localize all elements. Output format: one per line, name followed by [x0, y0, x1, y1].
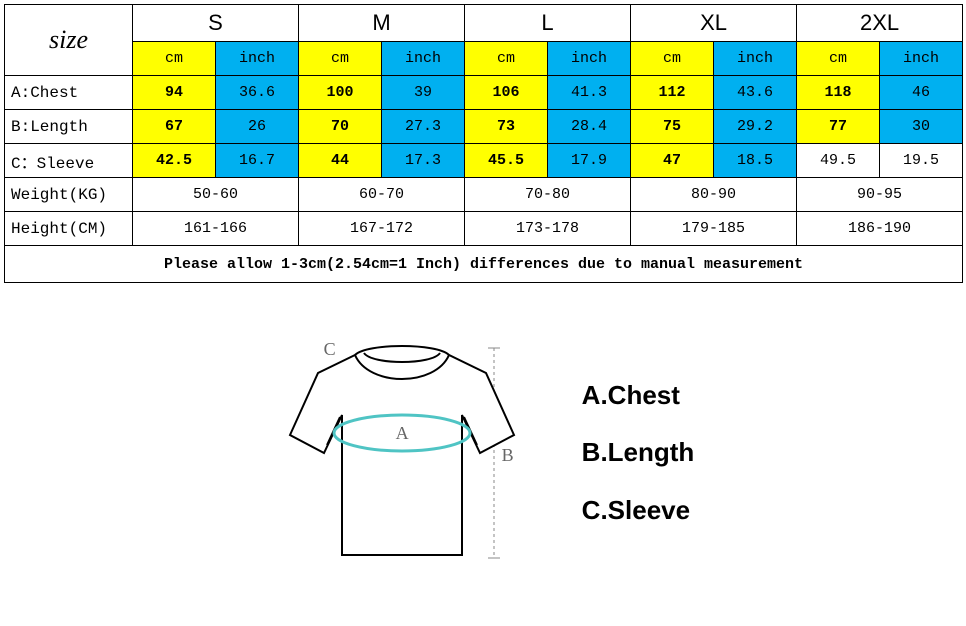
value-range: 60-70	[299, 178, 465, 212]
value-inch: 19.5	[880, 144, 963, 178]
value-cm: 118	[797, 76, 880, 110]
value-cm: 49.5	[797, 144, 880, 178]
row-label: C：Sleeve	[5, 144, 133, 178]
unit-header-inch: inch	[382, 42, 465, 76]
value-range: 90-95	[797, 178, 963, 212]
legend-item: B.Length	[582, 424, 695, 481]
value-inch: 41.3	[548, 76, 631, 110]
diagram-label-a: A	[396, 423, 409, 444]
value-cm: 77	[797, 110, 880, 144]
value-inch: 28.4	[548, 110, 631, 144]
unit-header-inch: inch	[216, 42, 299, 76]
size-column-header: XL	[631, 5, 797, 42]
value-inch: 30	[880, 110, 963, 144]
value-range: 70-80	[465, 178, 631, 212]
value-cm: 94	[133, 76, 216, 110]
unit-header-inch: inch	[714, 42, 797, 76]
value-inch: 16.7	[216, 144, 299, 178]
value-cm: 100	[299, 76, 382, 110]
unit-header-cm: cm	[133, 42, 216, 76]
unit-header-cm: cm	[299, 42, 382, 76]
value-inch: 43.6	[714, 76, 797, 110]
value-inch: 17.9	[548, 144, 631, 178]
unit-header-inch: inch	[548, 42, 631, 76]
value-cm: 44	[299, 144, 382, 178]
unit-header-cm: cm	[465, 42, 548, 76]
diagram-label-c: C	[324, 339, 336, 360]
value-inch: 17.3	[382, 144, 465, 178]
tshirt-diagram: A B C	[272, 323, 532, 583]
value-cm: 47	[631, 144, 714, 178]
size-column-header: M	[299, 5, 465, 42]
value-range: 173-178	[465, 212, 631, 246]
unit-header-inch: inch	[880, 42, 963, 76]
value-cm: 45.5	[465, 144, 548, 178]
row-label: Height(CM)	[5, 212, 133, 246]
value-inch: 36.6	[216, 76, 299, 110]
legend-item: A.Chest	[582, 367, 695, 424]
row-label: Weight(KG)	[5, 178, 133, 212]
value-inch: 27.3	[382, 110, 465, 144]
unit-header-cm: cm	[797, 42, 880, 76]
value-cm: 70	[299, 110, 382, 144]
value-cm: 75	[631, 110, 714, 144]
diagram-section: A B C A.Chest B.Length C.Sleeve	[4, 323, 962, 583]
value-range: 50-60	[133, 178, 299, 212]
size-column-header: 2XL	[797, 5, 963, 42]
value-range: 80-90	[631, 178, 797, 212]
row-label: A:Chest	[5, 76, 133, 110]
unit-header-cm: cm	[631, 42, 714, 76]
value-inch: 39	[382, 76, 465, 110]
size-chart-table: sizeSMLXL2XLcminchcminchcminchcminchcmin…	[4, 4, 963, 283]
legend-item: C.Sleeve	[582, 482, 695, 539]
value-cm: 73	[465, 110, 548, 144]
value-range: 186-190	[797, 212, 963, 246]
value-range: 179-185	[631, 212, 797, 246]
value-cm: 112	[631, 76, 714, 110]
value-inch: 26	[216, 110, 299, 144]
value-inch: 18.5	[714, 144, 797, 178]
value-range: 167-172	[299, 212, 465, 246]
diagram-label-b: B	[502, 445, 514, 466]
value-cm: 42.5	[133, 144, 216, 178]
header-size: size	[5, 5, 133, 76]
value-inch: 46	[880, 76, 963, 110]
value-inch: 29.2	[714, 110, 797, 144]
value-cm: 67	[133, 110, 216, 144]
size-column-header: S	[133, 5, 299, 42]
value-range: 161-166	[133, 212, 299, 246]
size-column-header: L	[465, 5, 631, 42]
value-cm: 106	[465, 76, 548, 110]
row-label: B:Length	[5, 110, 133, 144]
measurement-note: Please allow 1-3cm(2.54cm=1 Inch) differ…	[5, 246, 963, 283]
legend: A.Chest B.Length C.Sleeve	[582, 367, 695, 539]
